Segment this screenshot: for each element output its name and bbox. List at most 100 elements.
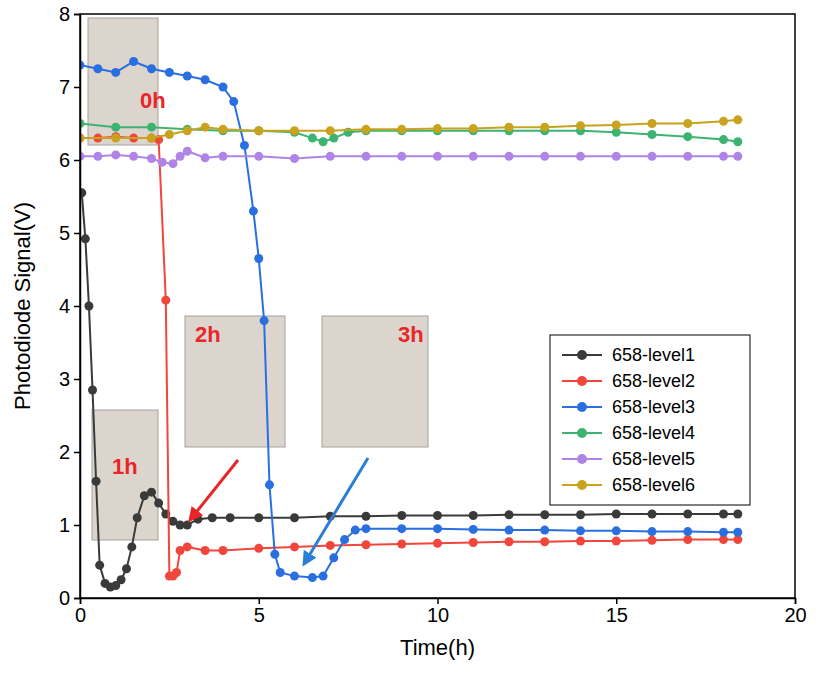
y-tick-label: 8 (59, 3, 70, 25)
series-marker (84, 302, 93, 311)
legend-marker (577, 454, 587, 464)
series-marker (183, 72, 192, 81)
series-marker (254, 254, 263, 263)
series-marker (397, 152, 406, 161)
series-marker (147, 154, 156, 163)
series-marker (540, 537, 549, 546)
series-marker (111, 134, 120, 143)
series-marker (319, 572, 328, 581)
series-marker (165, 68, 174, 77)
series-marker (254, 126, 263, 135)
legend-entry: 658-level4 (562, 423, 695, 443)
series-marker (612, 537, 621, 546)
annotation-arrow (190, 460, 238, 520)
series-group (80, 57, 742, 592)
series-marker (576, 121, 585, 130)
series-marker (319, 137, 328, 146)
x-tick: 15 (606, 598, 628, 626)
y-tick-mark (74, 14, 80, 16)
legend-entry: 658-level3 (562, 397, 695, 417)
series-marker (469, 124, 478, 133)
series-marker (93, 64, 102, 73)
y-axis-title: Photodiode Signal(V) (10, 202, 35, 410)
series-marker (127, 542, 136, 551)
series-marker (290, 542, 299, 551)
series-marker (270, 550, 279, 559)
series-marker (540, 152, 549, 161)
x-tick-mark (795, 598, 797, 604)
x-tick-label: 10 (427, 604, 449, 626)
series-marker (505, 537, 514, 546)
series-marker (229, 97, 238, 106)
y-tick: 6 (59, 149, 80, 171)
series-marker (719, 117, 728, 126)
y-tick: 1 (59, 514, 80, 536)
x-tick-mark (616, 598, 618, 604)
series-marker (208, 513, 217, 522)
x-axis: 0 5 10 15 20 (75, 598, 807, 626)
series (80, 115, 742, 142)
series-marker (505, 152, 514, 161)
series-marker (683, 510, 692, 519)
legend-label: 658-level1 (612, 345, 695, 365)
series-marker (612, 526, 621, 535)
series-marker (219, 125, 228, 134)
series-marker (683, 535, 692, 544)
photo-inset (185, 316, 285, 447)
series-marker (133, 513, 142, 522)
y-tick-label: 7 (59, 76, 70, 98)
series-marker (111, 150, 120, 159)
series-marker (201, 123, 210, 132)
series-marker (540, 510, 549, 519)
x-axis-title: Time(h) (400, 635, 475, 660)
series-marker (290, 154, 299, 163)
y-tick: 3 (59, 368, 80, 390)
legend-marker (577, 402, 587, 412)
series-marker (505, 510, 514, 519)
series-marker (362, 152, 371, 161)
y-tick: 7 (59, 76, 80, 98)
x-tick: 5 (254, 598, 265, 626)
legend-entry: 658-level5 (562, 449, 695, 469)
series-marker (219, 152, 228, 161)
series-marker (719, 135, 728, 144)
series-marker (683, 152, 692, 161)
series-marker (505, 123, 514, 132)
legend-marker (577, 350, 587, 360)
series-marker (201, 75, 210, 84)
legend-entry: 658-level2 (562, 371, 695, 391)
series-line (80, 120, 738, 138)
series-marker (260, 316, 269, 325)
series (80, 132, 742, 580)
series-marker (612, 152, 621, 161)
x-tick: 0 (75, 598, 86, 626)
legend-box (550, 335, 750, 505)
legend-marker (577, 428, 587, 438)
legend-label: 658-level2 (612, 371, 695, 391)
series-marker (540, 123, 549, 132)
series-marker (397, 539, 406, 548)
chart: 051015200123456780h1h2h3h658-level1658-l… (0, 0, 822, 673)
y-tick-label: 1 (59, 514, 70, 536)
series-marker (165, 130, 174, 139)
x-tick-label: 15 (606, 604, 628, 626)
series-marker (397, 524, 406, 533)
series-marker (183, 542, 192, 551)
y-tick-mark (74, 525, 80, 527)
series-marker (397, 511, 406, 520)
legend-marker (577, 376, 587, 386)
series-marker (362, 540, 371, 549)
x-tick-label: 5 (254, 604, 265, 626)
x-tick: 20 (784, 598, 806, 626)
annotation-label: 1h (112, 454, 138, 479)
series-marker (265, 480, 274, 489)
series-marker (719, 510, 728, 519)
y-tick-label: 2 (59, 441, 70, 463)
series-marker (147, 64, 156, 73)
series-marker (93, 152, 102, 161)
y-tick-label: 4 (59, 295, 70, 317)
y-tick: 8 (59, 3, 80, 25)
series-marker (147, 134, 156, 143)
photo-inset (92, 410, 158, 540)
annotation-label: 0h (140, 88, 166, 113)
